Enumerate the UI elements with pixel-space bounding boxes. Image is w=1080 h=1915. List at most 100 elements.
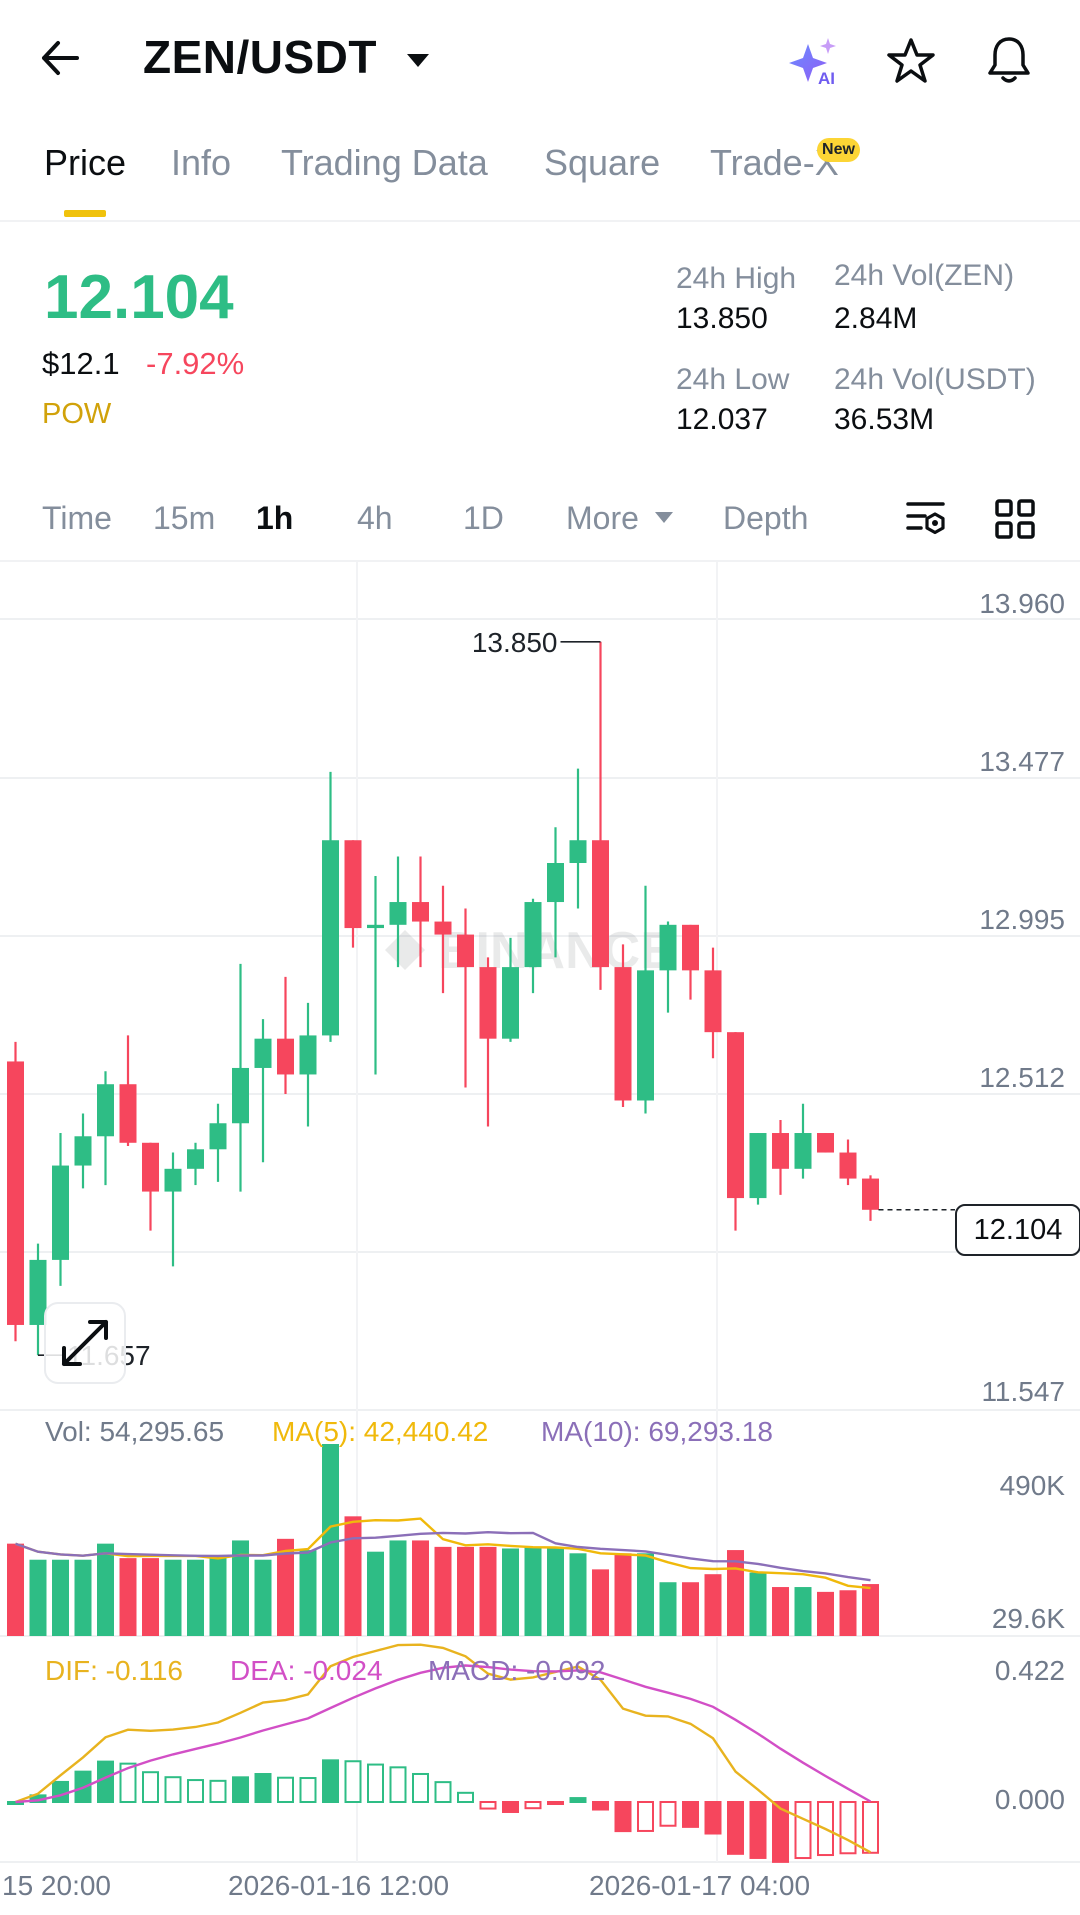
volume-bar (164, 1559, 182, 1636)
candle-body (749, 1133, 767, 1199)
consensus-tag[interactable]: POW (42, 398, 112, 430)
volume-bar (209, 1556, 227, 1636)
new-badge: New (817, 138, 860, 162)
pair-dropdown-icon[interactable] (405, 52, 431, 70)
candle-body (367, 924, 384, 929)
fullscreen-button[interactable] (44, 1302, 126, 1384)
macd-histogram-bar (389, 1766, 407, 1804)
candle-body (389, 902, 407, 925)
volume-bar (7, 1543, 24, 1636)
price-alert-bell-icon[interactable] (985, 34, 1033, 86)
price-axis-label: 11.547 (981, 1376, 1065, 1407)
interval-4h[interactable]: 4h (357, 500, 393, 536)
volume-bar (232, 1540, 249, 1636)
current-price-tag: 12.104 (955, 1204, 1080, 1256)
macd-histogram-bar (614, 1801, 632, 1833)
volume-bar (142, 1558, 159, 1636)
interval-time[interactable]: Time (42, 500, 112, 536)
macd-histogram-bar (502, 1801, 519, 1813)
interval-1d[interactable]: 1D (463, 500, 504, 536)
volume-bar (479, 1546, 497, 1636)
macd-histogram-bar (659, 1801, 677, 1827)
macd-histogram (7, 1759, 879, 1863)
candle-body (682, 924, 699, 971)
low-value: 12.037 (676, 403, 768, 436)
last-price: 12.104 (44, 263, 234, 332)
candle-body (209, 1123, 227, 1150)
volume-axis-label: 490K (999, 1470, 1065, 1501)
macd-histogram-bar (97, 1760, 114, 1804)
kline-chart[interactable]: BINANCE 13.85011.657 (0, 562, 1080, 1915)
candle-body (232, 1067, 249, 1124)
volume-bar (839, 1590, 857, 1636)
tab-info[interactable]: Info (171, 142, 232, 183)
macd-dif-line (15, 1643, 872, 1854)
candle-body (412, 902, 429, 922)
macd-histogram-bar (794, 1801, 812, 1860)
macd-histogram-bar (232, 1776, 249, 1804)
interval-depth[interactable]: Depth (723, 500, 809, 536)
volume-bar (119, 1558, 137, 1636)
volume-bar (569, 1553, 587, 1636)
interval-divider (0, 560, 1080, 562)
candle-body (502, 967, 519, 1039)
volume-bar (52, 1559, 69, 1636)
macd-dif-legend: DIF: -0.116 (45, 1655, 183, 1686)
candle-body (727, 1032, 744, 1199)
macd-histogram-bar (164, 1776, 182, 1803)
volume-bar (524, 1546, 542, 1636)
candle-body (277, 1038, 294, 1075)
candle-body (7, 1061, 24, 1325)
candle-body (254, 1038, 272, 1068)
candle-body (299, 1035, 317, 1075)
high-value: 13.850 (676, 302, 768, 335)
volume-bars (7, 1444, 879, 1636)
volume-bar (187, 1559, 204, 1636)
back-arrow-icon[interactable] (40, 40, 80, 76)
macd-histogram-bar (569, 1797, 587, 1804)
macd-histogram-bar (412, 1772, 429, 1804)
more-dropdown-icon[interactable] (653, 510, 675, 526)
macd-histogram-bar (142, 1771, 159, 1804)
favorite-star-icon[interactable] (886, 37, 936, 85)
macd-histogram-bar (187, 1779, 204, 1804)
candle-body (637, 970, 654, 1101)
volume-bar (434, 1546, 452, 1636)
macd-histogram-bar (637, 1801, 654, 1832)
candle-body (142, 1142, 159, 1192)
ai-assistant-icon[interactable] (788, 36, 846, 88)
interval-1h[interactable]: 1h (256, 500, 294, 536)
volume-legend: Vol: 54,295.65 (45, 1416, 225, 1447)
volume-bar (862, 1584, 879, 1636)
volume-bar (299, 1550, 317, 1636)
macd-histogram-bar (457, 1791, 474, 1803)
volume-bar (772, 1587, 789, 1636)
macd-histogram-bar (727, 1801, 744, 1855)
time-axis-label: 15 20:00 (2, 1870, 111, 1901)
volume-bar (637, 1553, 654, 1636)
main-tabs: Price Info Trading Data Square Trade-X (0, 130, 1080, 222)
ai-label: AI (818, 69, 835, 88)
pair-title[interactable]: ZEN/USDT (143, 31, 377, 83)
interval-15m[interactable]: 15m (153, 500, 216, 536)
chart-layout-grid-icon[interactable] (994, 498, 1036, 540)
macd-lines (15, 1643, 872, 1854)
macd-histogram-bar (344, 1760, 362, 1804)
candle-body (614, 967, 632, 1101)
active-tab-indicator (64, 210, 106, 217)
interval-more[interactable]: More (566, 500, 639, 536)
volume-bar (97, 1543, 114, 1636)
macd-dea-line (15, 1664, 872, 1804)
tab-price[interactable]: Price (44, 142, 127, 183)
indicator-settings-icon[interactable] (905, 498, 949, 540)
tab-square[interactable]: Square (544, 142, 661, 183)
tab-trading-data[interactable]: Trading Data (281, 142, 488, 183)
volume-bar (614, 1553, 632, 1636)
volume-bar (344, 1516, 362, 1636)
candle-body (772, 1133, 789, 1169)
candle-body (74, 1136, 92, 1166)
macd-histogram-bar (704, 1801, 722, 1835)
volume-bar (794, 1587, 812, 1636)
volume-bar (547, 1548, 564, 1636)
volume-axis-label: 29.6K (991, 1603, 1065, 1634)
